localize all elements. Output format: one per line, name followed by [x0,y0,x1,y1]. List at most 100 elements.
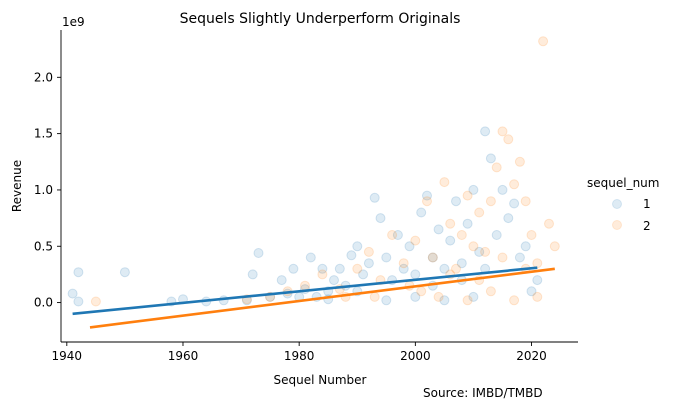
point-series-2-13 [422,196,432,207]
point-series-1-27 [363,258,374,269]
point-series-1-32 [392,230,403,240]
point-series-2-28 [514,156,525,167]
point-series-2-10 [387,230,398,240]
x-tick-label-1940: 1940 [52,349,83,363]
point-series-2-40 [369,291,380,302]
point-series-1-37 [422,190,432,201]
point-series-1-9 [247,269,258,280]
x-tick-label-2020: 2020 [516,349,547,363]
point-series-1-28 [369,192,380,203]
point-series-1-55 [526,286,537,297]
point-series-1-47 [480,126,491,137]
x-tick-label-2000: 2000 [400,349,431,363]
legend: sequel_num 1 2 [587,176,659,233]
point-series-1-3 [119,267,130,278]
point-series-2-33 [544,218,554,229]
point-series-1-40 [439,263,450,274]
point-series-1-26 [358,269,369,280]
y-tick-label-1: 1.0 [34,183,53,197]
source-note: Source: IMBD/TMBD [423,386,543,400]
legend-title: sequel_num [587,176,659,190]
point-series-1-33 [398,263,409,274]
point-series-2-43 [416,286,427,297]
y-tick-label-1.5: 1.5 [34,127,53,141]
point-series-2-16 [445,218,456,229]
point-series-1-54 [520,241,531,252]
point-series-2-4 [300,280,310,291]
x-tick-label-1960: 1960 [168,349,199,363]
point-series-2-29 [520,196,531,207]
y-tick-label-0.5: 0.5 [34,239,53,253]
point-series-2-23 [485,196,496,207]
point-series-1-49 [491,230,502,240]
point-series-1-35 [410,269,421,280]
point-series-2-36 [433,291,444,302]
point-series-1-43 [456,258,467,269]
point-series-1-21 [329,275,339,286]
point-series-1-59 [439,295,450,306]
point-series-2-19 [462,190,473,201]
point-series-1-19 [317,263,328,274]
y-tick-label-2: 2.0 [34,70,53,84]
point-series-2-27 [509,179,520,190]
point-series-1-1 [73,267,84,278]
point-series-1-29 [375,213,386,224]
point-series-2-11 [398,258,409,269]
y-tick-label-0: 0.0 [34,296,53,310]
point-series-1-58 [410,291,421,302]
point-series-1-17 [305,252,316,263]
point-series-1-36 [416,207,427,218]
point-series-2-12 [410,235,421,246]
point-series-2-39 [509,295,520,306]
fit-lines [72,266,555,329]
point-series-2-37 [462,295,473,306]
fit-line-series-2 [89,267,555,329]
point-series-2-32 [538,36,549,47]
point-series-2-7 [352,263,363,274]
point-series-1-39 [433,224,444,235]
point-series-1-2 [73,296,84,307]
point-series-2-22 [480,246,491,257]
point-series-1-44 [462,218,473,229]
point-series-1-60 [468,291,479,302]
point-series-2-46 [497,252,508,263]
point-series-1-53 [514,252,525,263]
point-series-2-5 [317,269,328,280]
point-series-2-31 [532,258,543,269]
point-series-2-30 [526,230,537,240]
point-series-1-46 [474,246,485,257]
point-series-1-10 [253,248,264,258]
legend-marker-2 [612,220,622,230]
point-series-2-20 [468,241,479,252]
point-series-1-38 [427,252,438,263]
x-ticks: 1940 1960 1980 2000 2020 [52,342,547,363]
point-series-1-50 [497,184,508,195]
point-series-1-57 [381,295,392,306]
plot-points [67,36,560,307]
point-series-2-8 [363,246,374,257]
point-series-2-14 [427,252,438,263]
y-ticks: 0.0 0.5 1.0 1.5 2.0 [34,70,61,310]
point-series-2-0 [90,296,101,307]
legend-label-2: 2 [643,219,651,233]
point-series-1-22 [334,263,345,274]
x-tick-label-1980: 1980 [284,349,315,363]
point-series-1-48 [485,153,496,164]
point-series-1-25 [352,241,363,252]
point-series-1-45 [468,184,479,195]
point-series-2-15 [439,177,450,188]
point-series-2-18 [456,230,467,240]
point-series-2-34 [549,241,560,252]
legend-label-1: 1 [643,197,651,211]
point-series-2-24 [491,162,502,173]
point-series-2-17 [451,263,461,274]
point-series-2-26 [503,134,514,145]
legend-marker-1 [612,199,622,209]
point-series-1-42 [451,196,461,207]
point-series-2-25 [497,126,508,137]
y-axis-label: Revenue [10,160,24,212]
chart-title: Sequels Slightly Underperform Originals [180,11,461,27]
fit-line-series-1 [72,266,538,316]
point-series-1-56 [532,275,543,286]
